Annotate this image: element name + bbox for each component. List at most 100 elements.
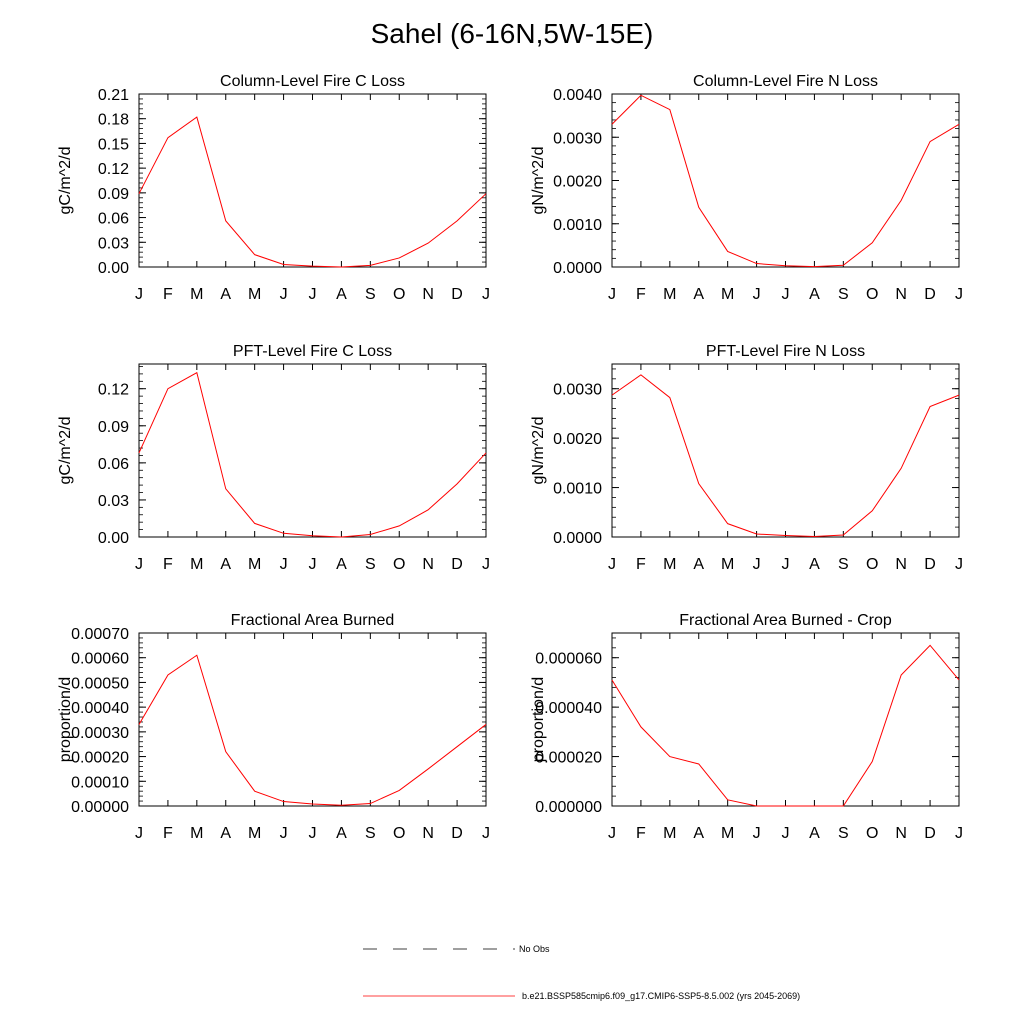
- x-tick-label: D: [451, 556, 463, 573]
- legend-label-no-obs: No Obs: [519, 944, 550, 954]
- page-title: Sahel (6-16N,5W-15E): [370, 18, 654, 49]
- y-tick-label: 0.0010: [553, 217, 602, 234]
- x-tick-label: S: [838, 556, 849, 573]
- chart-title: Column-Level Fire N Loss: [693, 73, 878, 90]
- y-axis-label: gC/m^2/d: [57, 147, 74, 215]
- plot-frame: [138, 363, 487, 538]
- x-tick-label: F: [163, 286, 173, 303]
- x-tick-label: S: [365, 825, 376, 842]
- x-tick-label: J: [955, 825, 963, 842]
- x-tick-label: F: [163, 825, 173, 842]
- x-tick-label: J: [280, 825, 288, 842]
- x-tick-label: M: [721, 556, 734, 573]
- y-tick-label: 0.00000: [71, 799, 129, 816]
- y-tick-label: 0.00010: [71, 774, 129, 791]
- x-tick-label: A: [220, 556, 231, 573]
- y-axis-label: proportion/d: [57, 677, 74, 762]
- x-tick-label: N: [895, 556, 907, 573]
- y-tick-label: 0.0000: [553, 260, 602, 277]
- x-tick-label: A: [809, 286, 820, 303]
- y-tick-label: 0.0030: [553, 382, 602, 399]
- x-tick-label: M: [248, 286, 261, 303]
- chart-title: PFT-Level Fire C Loss: [233, 343, 392, 360]
- y-tick-label: 0.000060: [535, 651, 602, 668]
- legend-label-model: b.e21.BSSP585cmip6.f09_g17.CMIP6-SSP5-8.…: [522, 991, 800, 1001]
- y-tick-label: 0.09: [98, 186, 129, 203]
- x-tick-label: J: [608, 286, 616, 303]
- y-axis-label: gN/m^2/d: [530, 147, 547, 215]
- x-tick-label: D: [451, 825, 463, 842]
- x-tick-label: M: [721, 286, 734, 303]
- series-line: [611, 374, 960, 538]
- x-tick-label: O: [866, 286, 878, 303]
- x-tick-label: N: [422, 825, 434, 842]
- y-axis-label: proportion/d: [530, 677, 547, 762]
- y-tick-label: 0.0010: [553, 481, 602, 498]
- chart-panel-6: Fractional Area Burned - Crop proportion/…: [530, 612, 963, 842]
- x-tick-label: S: [365, 286, 376, 303]
- y-tick-label: 0.00020: [71, 750, 129, 767]
- plot-frame: [611, 93, 960, 268]
- plot-frame: [611, 363, 960, 538]
- x-tick-label: D: [924, 286, 936, 303]
- x-tick-label: O: [393, 286, 405, 303]
- x-tick-label: J: [753, 556, 761, 573]
- x-tick-label: S: [838, 286, 849, 303]
- chart-title: PFT-Level Fire N Loss: [706, 343, 865, 360]
- series-line: [611, 644, 960, 807]
- x-tick-label: J: [482, 286, 490, 303]
- y-tick-label: 0.00: [98, 260, 129, 277]
- y-tick-label: 0.000040: [535, 700, 602, 717]
- x-tick-label: J: [782, 825, 790, 842]
- y-tick-label: 0.0020: [553, 431, 602, 448]
- y-tick-label: 0.09: [98, 419, 129, 436]
- x-tick-label: F: [636, 286, 646, 303]
- y-tick-label: 0.00: [98, 530, 129, 547]
- x-tick-label: M: [663, 825, 676, 842]
- x-tick-label: M: [663, 556, 676, 573]
- y-tick-label: 0.06: [98, 456, 129, 473]
- y-tick-label: 0.12: [98, 382, 129, 399]
- x-tick-label: J: [280, 286, 288, 303]
- y-tick-label: 0.0030: [553, 130, 602, 147]
- x-tick-label: M: [190, 556, 203, 573]
- x-tick-label: A: [693, 825, 704, 842]
- x-tick-label: D: [924, 825, 936, 842]
- y-tick-label: 0.00040: [71, 700, 129, 717]
- y-tick-label: 0.03: [98, 493, 129, 510]
- x-tick-label: J: [280, 556, 288, 573]
- x-tick-label: J: [782, 556, 790, 573]
- x-tick-label: N: [895, 825, 907, 842]
- x-tick-label: N: [895, 286, 907, 303]
- chart-title: Column-Level Fire C Loss: [220, 73, 405, 90]
- x-tick-label: N: [422, 286, 434, 303]
- x-tick-label: A: [693, 286, 704, 303]
- series-line: [611, 94, 960, 268]
- series-line: [138, 371, 487, 538]
- y-axis-label: gN/m^2/d: [530, 417, 547, 485]
- y-tick-label: 0.0020: [553, 174, 602, 191]
- x-tick-label: J: [482, 556, 490, 573]
- x-tick-label: O: [393, 556, 405, 573]
- y-tick-label: 0.12: [98, 161, 129, 178]
- x-tick-label: J: [955, 286, 963, 303]
- x-tick-label: D: [924, 556, 936, 573]
- y-tick-label: 0.03: [98, 235, 129, 252]
- y-tick-label: 0.00030: [71, 725, 129, 742]
- x-tick-label: M: [721, 825, 734, 842]
- legend: No Obs b.e21.BSSP585cmip6.f09_g17.CMIP6-S…: [363, 944, 800, 1001]
- x-tick-label: J: [753, 286, 761, 303]
- x-tick-label: M: [190, 286, 203, 303]
- x-tick-label: M: [248, 556, 261, 573]
- y-tick-label: 0.15: [98, 136, 129, 153]
- y-axis-label: gC/m^2/d: [57, 417, 74, 485]
- y-tick-label: 0.06: [98, 211, 129, 228]
- x-tick-label: O: [866, 556, 878, 573]
- x-tick-label: M: [248, 825, 261, 842]
- x-tick-label: A: [693, 556, 704, 573]
